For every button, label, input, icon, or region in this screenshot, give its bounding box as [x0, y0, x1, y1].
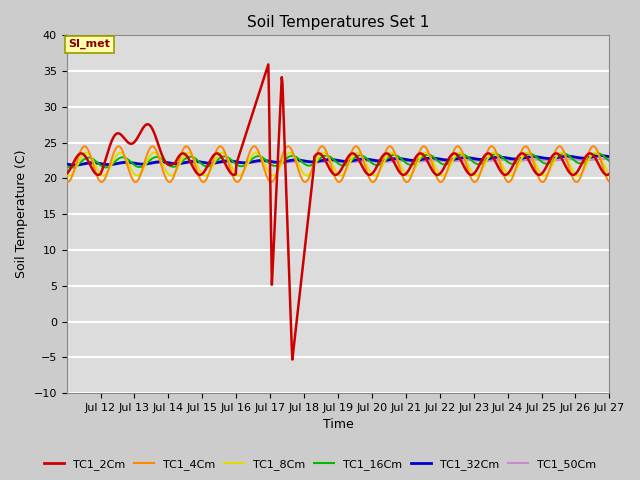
Legend: TC1_2Cm, TC1_4Cm, TC1_8Cm, TC1_16Cm, TC1_32Cm, TC1_50Cm: TC1_2Cm, TC1_4Cm, TC1_8Cm, TC1_16Cm, TC1… [40, 455, 600, 474]
Text: SI_met: SI_met [68, 39, 110, 49]
X-axis label: Time: Time [323, 419, 353, 432]
Title: Soil Temperatures Set 1: Soil Temperatures Set 1 [247, 15, 429, 30]
Y-axis label: Soil Temperature (C): Soil Temperature (C) [15, 150, 28, 278]
